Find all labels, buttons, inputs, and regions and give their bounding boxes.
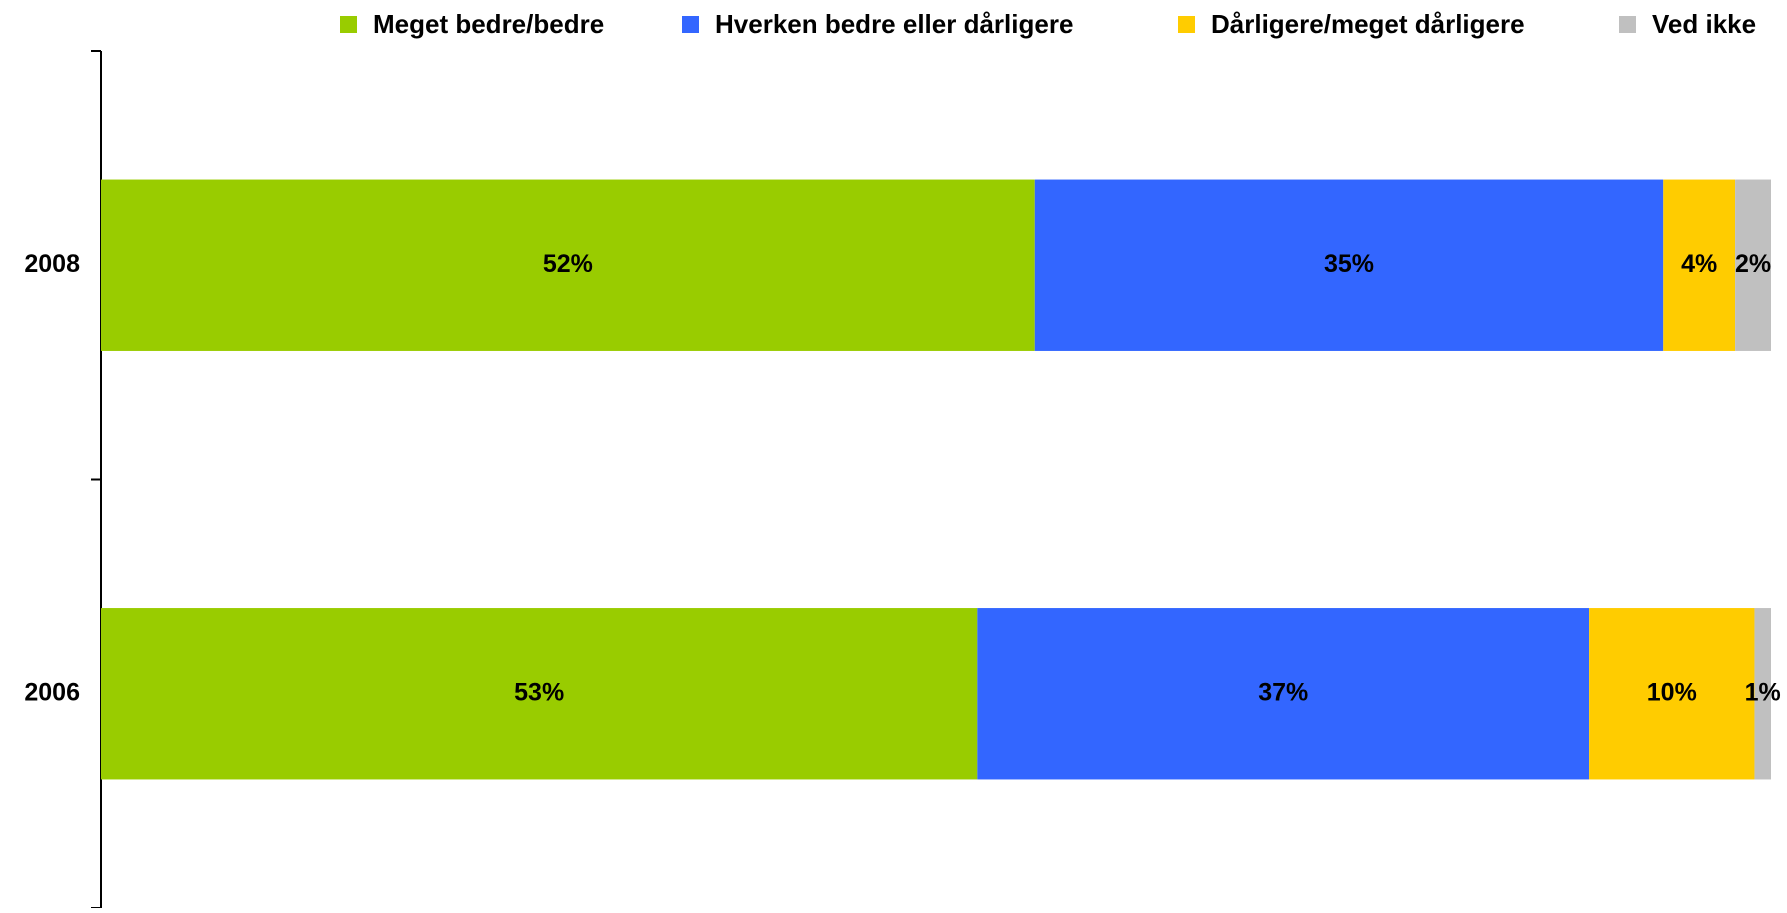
data-label: 35% xyxy=(1324,250,1374,278)
data-label: 4% xyxy=(1681,250,1717,278)
bar-segment xyxy=(1754,608,1771,780)
data-label: 52% xyxy=(543,250,593,278)
data-label: 37% xyxy=(1258,678,1308,706)
bar-segment xyxy=(1589,608,1755,780)
bar-segment xyxy=(1034,179,1664,351)
legend-swatch xyxy=(1619,16,1636,33)
data-label: 1% xyxy=(1745,678,1781,706)
data-label: 53% xyxy=(514,678,564,706)
legend-label: Ved ikke xyxy=(1652,9,1756,39)
bar-segment xyxy=(1735,179,1771,351)
legend-label: Dårligere/meget dårligere xyxy=(1211,9,1525,39)
legend-swatch xyxy=(682,16,699,33)
legend-label: Meget bedre/bedre xyxy=(373,9,604,39)
bar-segment xyxy=(1663,179,1736,351)
legend-swatch xyxy=(1178,16,1195,33)
legend-label: Hverken bedre eller dårligere xyxy=(715,9,1073,39)
data-label: 10% xyxy=(1647,678,1697,706)
bar-segment xyxy=(101,608,978,780)
legend-swatch xyxy=(340,16,357,33)
category-label: 2006 xyxy=(24,678,80,706)
category-label: 2008 xyxy=(24,250,80,278)
bar-segment xyxy=(101,179,1035,351)
data-label: 2% xyxy=(1735,250,1771,278)
bar-segment xyxy=(977,608,1590,780)
